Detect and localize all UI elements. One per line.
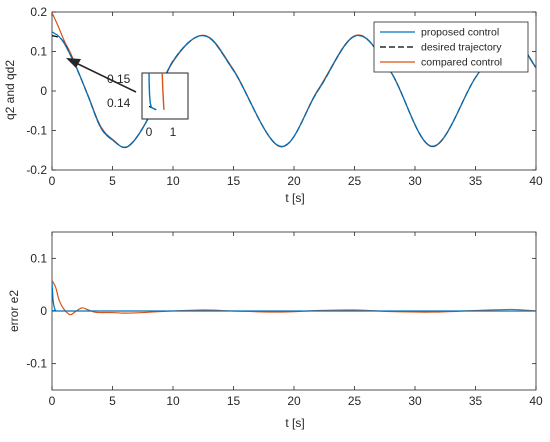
plot-error-x-axis-label: t [s] (285, 416, 304, 430)
plot-position-x-tick-label: 5 (109, 174, 116, 188)
plot-position-x-tick-label: 10 (166, 174, 180, 188)
plot-position-y-tick-label: 0.1 (30, 45, 47, 59)
plot-error-y-tick-label: 0 (40, 304, 47, 318)
legend-box (373, 21, 529, 73)
plot-error-x-tick-label: 40 (529, 394, 543, 408)
inset-y-tick-label-lower: 0.14 (107, 96, 131, 110)
plot-error-x-tick-label: 5 (109, 394, 116, 408)
plot-error-x-tick-label: 30 (408, 394, 422, 408)
plot-position-x-tick-label: 15 (227, 174, 241, 188)
legend: proposed control desired trajectory comp… (373, 21, 529, 73)
plot-position-x-axis-label: t [s] (285, 191, 304, 205)
plot-position-x-tick-label: 20 (287, 174, 301, 188)
plot-position-series-proposed-control (52, 31, 536, 148)
plot-position-x-tick-label: 25 (348, 174, 362, 188)
plot-error-x-tick-label: 35 (469, 394, 483, 408)
plot-error-x-tick-label: 10 (166, 394, 180, 408)
plot-position-y-tick-label: 0 (40, 84, 47, 98)
plot-error-y-axis-label: error e2 (7, 290, 21, 332)
legend-label-compared: compared control (421, 57, 502, 69)
plot-error: 0 5 10 15 20 25 30 35 40 -0.1 0 0.1 (26, 231, 543, 408)
legend-label-desired: desired trajectory (421, 42, 502, 54)
plot-position-x-tick-label: 40 (529, 174, 543, 188)
inset-series-proposed-control (148, 72, 157, 111)
zoom-annotation: 0.15 0.14 0 1 (66, 58, 189, 139)
legend-label-proposed: proposed control (421, 27, 499, 39)
inset-lines (148, 72, 165, 111)
plot-position-y-axis-label: q2 and qd2 (3, 60, 17, 120)
plot-position-x-tick-label: 0 (49, 174, 56, 188)
inset-series-compared-control (161, 72, 165, 110)
inset-x-tick-label-left: 0 (146, 125, 153, 139)
plot-error-x-tick-label: 20 (287, 394, 301, 408)
plot-error-series-proposed-control (52, 281, 536, 312)
plot-error-y-tick-label: -0.1 (26, 357, 47, 371)
plot-position-y-tick-label: -0.1 (26, 124, 47, 138)
plot-error-x-tick-label: 25 (348, 394, 362, 408)
zoom-arrow-shaft (75, 62, 137, 93)
inset-x-tick-label-right: 1 (170, 125, 177, 139)
zoom-arrow-head (66, 58, 81, 68)
plot-position-x-tick-label: 35 (469, 174, 483, 188)
plot-error-x-tick-label: 15 (227, 394, 241, 408)
inset-y-tick-label-upper: 0.15 (107, 72, 131, 86)
plot-error-x-tick-label: 0 (49, 394, 56, 408)
plot-error-y-tick-label: 0.1 (30, 251, 47, 265)
plot-position-y-tick-label: 0.2 (30, 5, 47, 19)
plot-position-x-tick-label: 30 (408, 174, 422, 188)
plot-position-y-tick-label: -0.2 (26, 163, 47, 177)
